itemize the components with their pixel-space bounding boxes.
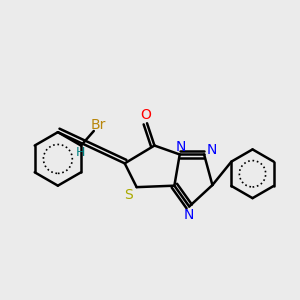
Text: N: N <box>183 208 194 222</box>
Text: N: N <box>176 140 186 154</box>
Text: O: O <box>140 108 151 122</box>
Text: N: N <box>206 143 217 157</box>
Text: S: S <box>124 188 133 202</box>
Text: Br: Br <box>91 118 106 132</box>
Text: H: H <box>75 146 85 159</box>
